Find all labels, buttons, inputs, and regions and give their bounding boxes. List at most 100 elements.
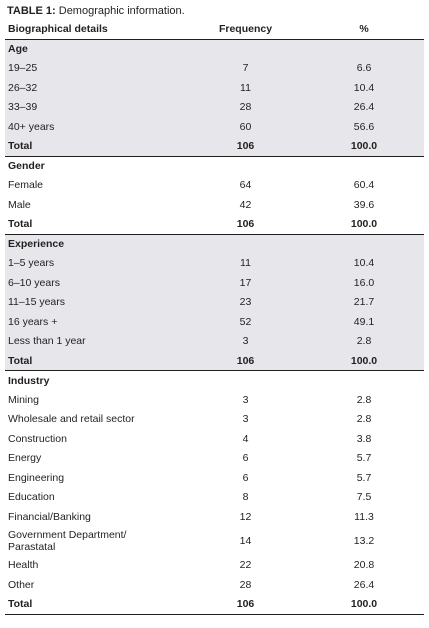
- table-caption: TABLE 1: Demographic information.: [7, 4, 185, 18]
- total-row: Total 106 100.0: [5, 214, 424, 235]
- cell-detail: Female: [8, 179, 44, 192]
- table-row: 40+ years 60 56.6: [5, 117, 424, 137]
- cell-percent: 13.2: [353, 535, 375, 547]
- table-row: Mining 3 2.8: [5, 390, 424, 410]
- total-label: Total: [5, 214, 195, 235]
- table-row: Female 64 60.4: [5, 176, 424, 196]
- empty-cell: [195, 156, 304, 176]
- cell-detail: 26–32: [5, 78, 195, 98]
- cell-detail: Health: [8, 559, 39, 572]
- cell-frequency: 6: [242, 452, 249, 465]
- group-heading-row: Industry: [5, 371, 424, 391]
- cell-percent: 10.4: [304, 253, 424, 273]
- table-row: Male 42 39.6: [5, 195, 424, 215]
- cell-percent: 56.6: [304, 117, 424, 137]
- table-row: 26–32 11 10.4: [5, 78, 424, 98]
- total-percent: 100.0: [304, 136, 424, 157]
- cell-frequency: 3: [242, 393, 249, 406]
- header-biographical-details: Biographical details: [5, 20, 195, 40]
- cell-frequency: 60: [195, 117, 304, 137]
- table-row: Financial/Banking 12 11.3: [5, 507, 424, 527]
- cell-frequency: 28: [239, 578, 252, 591]
- header-percent: %: [304, 20, 424, 40]
- cell-frequency: 8: [242, 491, 249, 504]
- cell-detail: 11–15 years: [5, 292, 195, 312]
- cell-detail: Other: [8, 578, 35, 591]
- cell-percent: 26.4: [304, 97, 424, 117]
- table-row: Less than 1 year 3 2.8: [5, 331, 424, 351]
- table-row: 33–39 28 26.4: [5, 97, 424, 117]
- cell-percent: 26.4: [353, 578, 375, 591]
- group-title: Experience: [5, 234, 195, 254]
- cell-percent: 60.4: [353, 179, 375, 192]
- total-row: Total 106 100.0: [5, 594, 424, 615]
- table-row: Wholesale and retail sector 3 2.8: [5, 410, 424, 430]
- group-heading-row: Gender: [5, 156, 424, 176]
- demographic-table: Biographical details Frequency % Age 19–2…: [5, 20, 424, 615]
- cell-frequency: 11: [195, 253, 304, 273]
- empty-cell: [304, 371, 424, 391]
- cell-percent: 16.0: [304, 273, 424, 293]
- cell-percent: 39.6: [353, 198, 375, 211]
- cell-frequency: 11: [195, 78, 304, 98]
- cell-frequency: 64: [239, 179, 252, 192]
- table-row: Energy 6 5.7: [5, 449, 424, 469]
- table-row: Engineering 6 5.7: [5, 468, 424, 488]
- table-row: 16 years +52 49.1: [5, 312, 424, 332]
- empty-cell: [195, 234, 304, 254]
- total-percent: 100.0: [304, 214, 424, 235]
- empty-cell: [304, 39, 424, 59]
- cell-frequency: 23: [195, 292, 304, 312]
- group-title: Industry: [8, 374, 50, 387]
- cell-detail: Energy: [8, 452, 42, 465]
- table-row: Other 28 26.4: [5, 575, 424, 595]
- table-row: 6–10 years 17 16.0: [5, 273, 424, 293]
- cell-frequency: 3: [242, 413, 249, 426]
- caption-label: TABLE 1:: [7, 5, 56, 17]
- total-frequency: 106: [195, 136, 304, 157]
- cell-detail: 40+ years: [5, 117, 195, 137]
- cell-detail: 1–5 years: [5, 253, 195, 273]
- cell-frequency: 52: [195, 312, 304, 332]
- table-row: Construction 4 3.8: [5, 429, 424, 449]
- cell-detail: Financial/Banking: [8, 510, 91, 523]
- group-heading-row: Experience: [5, 234, 424, 254]
- cell-detail: 6–10 years: [5, 273, 195, 293]
- empty-cell: [195, 371, 304, 391]
- cell-frequency: 12: [239, 510, 252, 523]
- cell-frequency: 42: [239, 198, 252, 211]
- cell-frequency: 3: [195, 331, 304, 351]
- cell-percent: 2.8: [356, 393, 372, 406]
- table-row: Health 22 20.8: [5, 556, 424, 576]
- empty-cell: [195, 39, 304, 59]
- cell-percent: 21.7: [304, 292, 424, 312]
- cell-frequency: 14: [239, 535, 252, 547]
- cell-detail: Construction: [8, 432, 67, 445]
- table-row: 19–25 7 6.6: [5, 58, 424, 78]
- cell-detail: Mining: [8, 393, 39, 406]
- caption-text: Demographic information.: [55, 5, 185, 17]
- cell-percent: 10.4: [304, 78, 424, 98]
- total-label: Total: [5, 351, 195, 371]
- cell-percent: 20.8: [353, 559, 375, 572]
- cell-detail: 33–39: [5, 97, 195, 117]
- total-label: Total: [5, 136, 195, 157]
- total-row: Total 106 100.0: [5, 136, 424, 157]
- cell-frequency: 7: [195, 58, 304, 78]
- cell-detail: 16 years +: [5, 312, 195, 332]
- cell-detail: Education: [8, 491, 55, 504]
- group-title: Age: [5, 39, 195, 59]
- cell-percent: 2.8: [304, 331, 424, 351]
- table-body: Age 19–25 7 6.6 26–32 11 10.4 33–39 28 26.4 40+ ye…: [5, 39, 424, 615]
- table-row: 1–5 years 11 10.4: [5, 253, 424, 273]
- cell-detail: Male: [8, 198, 31, 211]
- header-row: Biographical details Frequency %: [5, 20, 424, 40]
- group-title: Gender: [8, 160, 45, 172]
- empty-cell: [304, 156, 424, 176]
- cell-percent: 11.3: [354, 510, 374, 523]
- cell-detail: Government Department/ Parastatal: [8, 529, 127, 553]
- total-frequency: 106: [195, 351, 304, 371]
- total-percent: 100.0: [304, 351, 424, 371]
- cell-detail: 19–25: [5, 58, 195, 78]
